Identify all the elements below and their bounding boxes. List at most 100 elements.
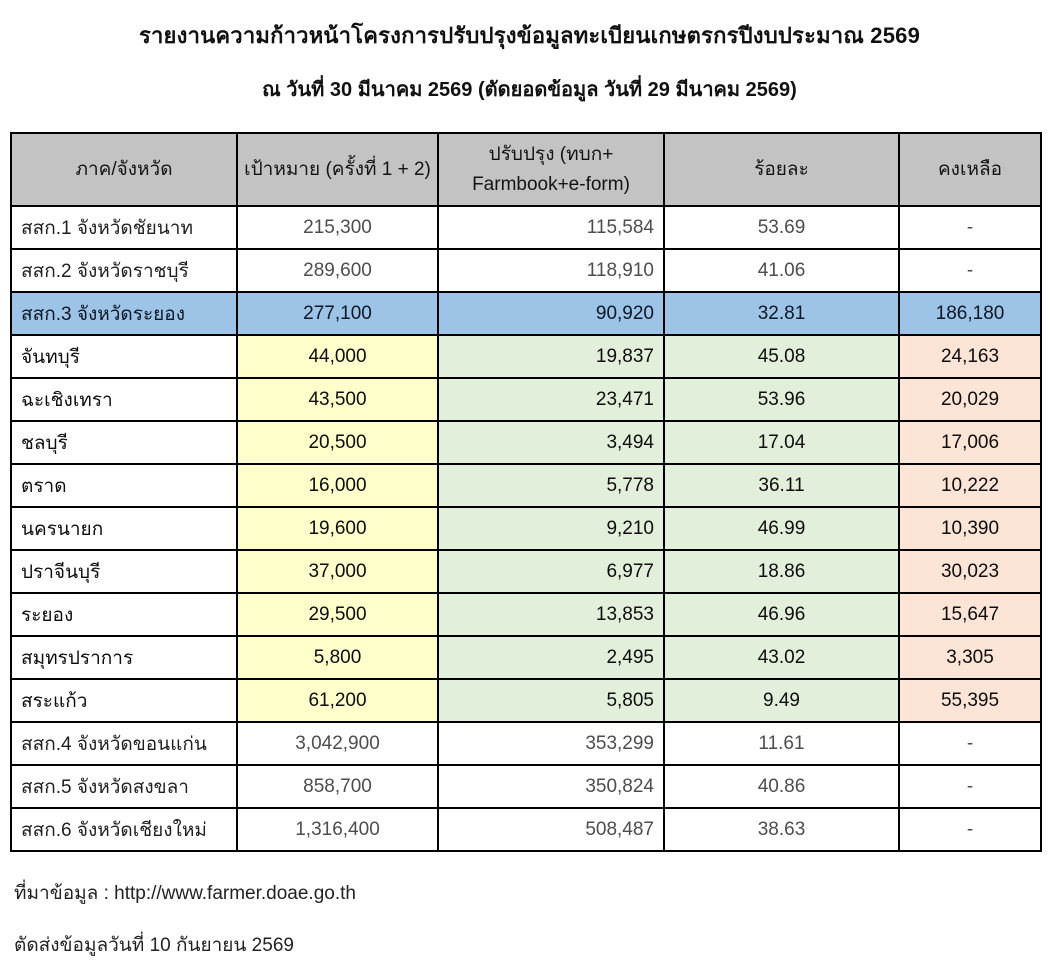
cell-remaining: - (898, 248, 1042, 293)
cell-updated: 9,210 (437, 506, 665, 551)
cell-percent: 17.04 (663, 420, 900, 465)
cell-remaining: 10,222 (898, 463, 1042, 508)
table-header-row: ภาค/จังหวัด เป้าหมาย (ครั้งที่ 1 + 2) ปร… (10, 132, 1042, 207)
table-row: สสก.1 จังหวัดชัยนาท 215,300 115,584 53.6… (10, 205, 1042, 250)
cell-percent: 41.06 (663, 248, 900, 293)
cell-percent: 9.49 (663, 678, 900, 723)
cell-updated: 350,824 (437, 764, 665, 809)
cell-target: 289,600 (236, 248, 439, 293)
page-subtitle: ณ วันที่ 30 มีนาคม 2569 (ตัดยอดข้อมูล วั… (262, 79, 797, 101)
cell-region-name: สสก.4 จังหวัดขอนแก่น (10, 721, 238, 766)
cell-updated: 6,977 (437, 549, 665, 594)
cell-percent: 36.11 (663, 463, 900, 508)
table-row: สมุทรปราการ 5,800 2,495 43.02 3,305 (10, 635, 1042, 680)
table-row: สสก.3 จังหวัดระยอง 277,100 90,920 32.81 … (10, 291, 1042, 336)
cell-remaining: 20,029 (898, 377, 1042, 422)
table-row: สระแก้ว 61,200 5,805 9.49 55,395 (10, 678, 1042, 723)
cell-remaining: 15,647 (898, 592, 1042, 637)
cell-target: 277,100 (236, 291, 439, 336)
page-title: รายงานความก้าวหน้าโครงการปรับปรุงข้อมูลท… (138, 23, 921, 48)
cell-percent: 46.99 (663, 506, 900, 551)
data-deadline-text: ตัดส่งข้อมูลวันที่ 10 กันยายน 2569 (14, 935, 294, 956)
cell-updated: 19,837 (437, 334, 665, 379)
cell-updated: 5,805 (437, 678, 665, 723)
table-row: สสก.6 จังหวัดเชียงใหม่ 1,316,400 508,487… (10, 807, 1042, 852)
col-header-updated: ปรับปรุง (ทบก+ Farmbook+e-form) (437, 132, 665, 207)
cell-target: 37,000 (236, 549, 439, 594)
cell-remaining: - (898, 807, 1042, 852)
cell-region-name: สสก.2 จังหวัดราชบุรี (10, 248, 238, 293)
table-row: ชลบุรี 20,500 3,494 17.04 17,006 (10, 420, 1042, 465)
cell-percent: 38.63 (663, 807, 900, 852)
cell-target: 3,042,900 (236, 721, 439, 766)
cell-updated: 23,471 (437, 377, 665, 422)
cell-remaining: 55,395 (898, 678, 1042, 723)
cell-region-name: สสก.1 จังหวัดชัยนาท (10, 205, 238, 250)
col-header-updated-line2: Farmbook+e-form) (472, 173, 630, 195)
cell-target: 858,700 (236, 764, 439, 809)
col-header-region: ภาค/จังหวัด (10, 132, 238, 207)
cell-percent: 46.96 (663, 592, 900, 637)
cell-region-name: ระยอง (10, 592, 238, 637)
cell-target: 20,500 (236, 420, 439, 465)
cell-updated: 5,778 (437, 463, 665, 508)
cell-target: 19,600 (236, 506, 439, 551)
cell-updated: 508,487 (437, 807, 665, 852)
cell-region-name: จันทบุรี (10, 334, 238, 379)
table-row: สสก.5 จังหวัดสงขลา 858,700 350,824 40.86… (10, 764, 1042, 809)
cell-remaining: - (898, 205, 1042, 250)
table-row: ฉะเชิงเทรา 43,500 23,471 53.96 20,029 (10, 377, 1042, 422)
cell-remaining: 186,180 (898, 291, 1042, 336)
cell-percent: 40.86 (663, 764, 900, 809)
table-row: ตราด 16,000 5,778 36.11 10,222 (10, 463, 1042, 508)
cell-percent: 45.08 (663, 334, 900, 379)
cell-region-name: สมุทรปราการ (10, 635, 238, 680)
cell-percent: 32.81 (663, 291, 900, 336)
cell-remaining: 3,305 (898, 635, 1042, 680)
table-row: ระยอง 29,500 13,853 46.96 15,647 (10, 592, 1042, 637)
cell-updated: 3,494 (437, 420, 665, 465)
cell-target: 1,316,400 (236, 807, 439, 852)
data-source-text: ที่มาข้อมูล : http://www.farmer.doae.go.… (14, 883, 356, 904)
cell-region-name: สสก.3 จังหวัดระยอง (10, 291, 238, 336)
cell-region-name: นครนายก (10, 506, 238, 551)
cell-percent: 53.69 (663, 205, 900, 250)
cell-updated: 90,920 (437, 291, 665, 336)
cell-region-name: ตราด (10, 463, 238, 508)
cell-target: 29,500 (236, 592, 439, 637)
col-header-percent: ร้อยละ (663, 132, 900, 207)
cell-updated: 2,495 (437, 635, 665, 680)
cell-region-name: ปราจีนบุรี (10, 549, 238, 594)
cell-target: 43,500 (236, 377, 439, 422)
table-row: จันทบุรี 44,000 19,837 45.08 24,163 (10, 334, 1042, 379)
cell-percent: 11.61 (663, 721, 900, 766)
cell-percent: 53.96 (663, 377, 900, 422)
cell-region-name: สระแก้ว (10, 678, 238, 723)
cell-region-name: ฉะเชิงเทรา (10, 377, 238, 422)
table-row: สสก.4 จังหวัดขอนแก่น 3,042,900 353,299 1… (10, 721, 1042, 766)
cell-updated: 353,299 (437, 721, 665, 766)
cell-region-name: ชลบุรี (10, 420, 238, 465)
cell-target: 16,000 (236, 463, 439, 508)
table-row: สสก.2 จังหวัดราชบุรี 289,600 118,910 41.… (10, 248, 1042, 293)
col-header-target: เป้าหมาย (ครั้งที่ 1 + 2) (236, 132, 439, 207)
cell-percent: 43.02 (663, 635, 900, 680)
cell-region-name: สสก.6 จังหวัดเชียงใหม่ (10, 807, 238, 852)
cell-region-name: สสก.5 จังหวัดสงขลา (10, 764, 238, 809)
cell-target: 61,200 (236, 678, 439, 723)
cell-target: 5,800 (236, 635, 439, 680)
col-header-remaining: คงเหลือ (898, 132, 1042, 207)
cell-updated: 13,853 (437, 592, 665, 637)
report-footer: ที่มาข้อมูล : http://www.farmer.doae.go.… (14, 878, 1059, 960)
table-row: นครนายก 19,600 9,210 46.99 10,390 (10, 506, 1042, 551)
col-header-updated-line1: ปรับปรุง (ทบก+ (488, 144, 614, 166)
cell-updated: 118,910 (437, 248, 665, 293)
cell-remaining: - (898, 764, 1042, 809)
table-body: สสก.1 จังหวัดชัยนาท 215,300 115,584 53.6… (10, 205, 1042, 852)
progress-table: ภาค/จังหวัด เป้าหมาย (ครั้งที่ 1 + 2) ปร… (10, 132, 1042, 852)
cell-updated: 115,584 (437, 205, 665, 250)
cell-target: 44,000 (236, 334, 439, 379)
cell-remaining: 30,023 (898, 549, 1042, 594)
cell-remaining: 17,006 (898, 420, 1042, 465)
